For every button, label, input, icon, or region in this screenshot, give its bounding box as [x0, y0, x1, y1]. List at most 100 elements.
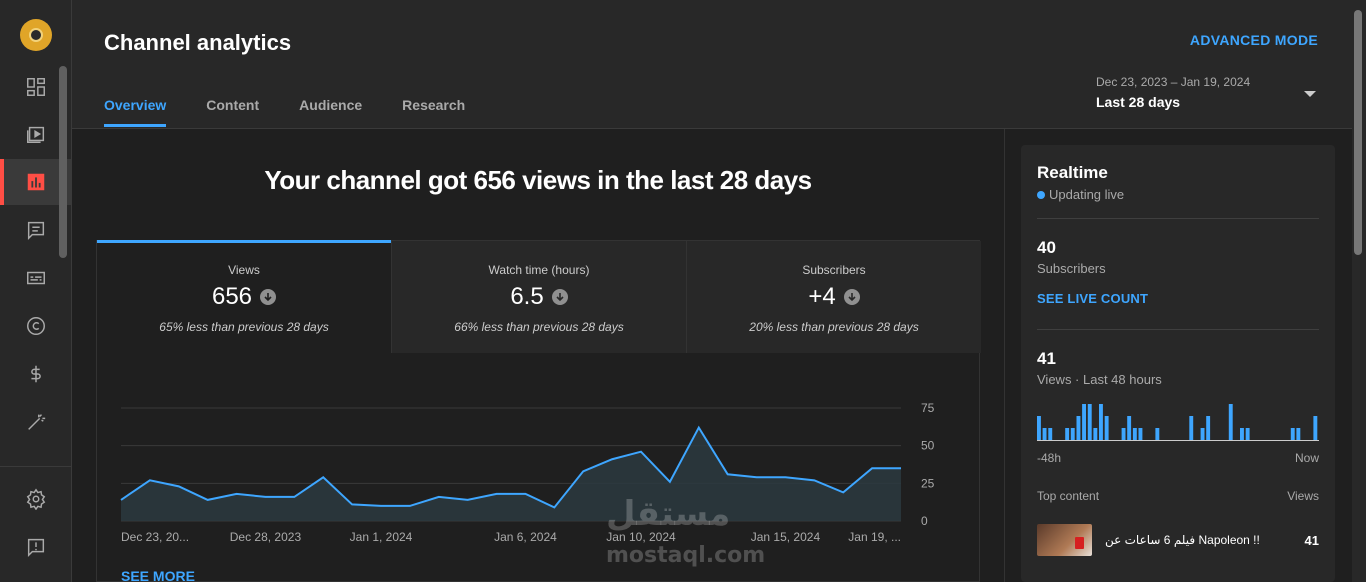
- y-tick-label: 50: [921, 439, 935, 453]
- realtime-bar: [1132, 428, 1137, 440]
- realtime-bar: [1240, 428, 1244, 440]
- y-tick-label: 25: [921, 476, 935, 490]
- realtime-bar: [1290, 428, 1295, 440]
- metric-watch-time[interactable]: Watch time (hours) 6.5 66% less than pre…: [392, 241, 687, 353]
- earn-icon[interactable]: [0, 351, 72, 397]
- realtime-bar: [1065, 428, 1070, 440]
- watermark-logo: مستقل: [606, 494, 731, 534]
- views-column-label: Views: [1287, 489, 1319, 503]
- feedback-icon[interactable]: [0, 524, 72, 570]
- metric-label: Views: [228, 263, 260, 277]
- arrow-down-icon: [551, 289, 568, 305]
- tab-content[interactable]: Content: [206, 97, 260, 113]
- x-tick-label: Dec 28, 2023: [230, 530, 302, 544]
- date-period-label[interactable]: Last 28 days: [1096, 94, 1181, 110]
- views-chart[interactable]: 75 50 25 0 Dec 23, 20... Dec 28, 2023 Jan 1, 2…: [97, 353, 981, 582]
- x-tick-label: Jan 15, 2024: [751, 530, 821, 544]
- tab-audience[interactable]: Audience: [299, 97, 363, 113]
- live-label: Updating live: [1049, 187, 1125, 202]
- realtime-title: Realtime: [1037, 163, 1108, 182]
- sidebar-divider: [0, 466, 72, 467]
- page-title: Channel analytics: [104, 30, 292, 55]
- live-indicator: Updating live: [1037, 187, 1124, 202]
- metric-value: +4: [808, 283, 836, 310]
- realtime-bar: [1048, 428, 1053, 440]
- copyright-icon[interactable]: [0, 303, 72, 349]
- divider: [1037, 218, 1319, 219]
- x-tick-label: Jan 19, ...: [848, 530, 901, 544]
- sidebar-scrollbar[interactable]: [59, 66, 67, 258]
- subscriber-label: Subscribers: [1037, 261, 1106, 276]
- metric-label: Subscribers: [802, 263, 866, 277]
- subscriber-count: 40: [1037, 238, 1056, 257]
- realtime-axis-start: -48h: [1037, 451, 1062, 465]
- advanced-mode-button[interactable]: ADVANCED MODE: [1189, 32, 1318, 48]
- date-range[interactable]: Dec 23, 2023 – Jan 19, 2024: [1096, 75, 1251, 89]
- content-icon[interactable]: [0, 111, 72, 157]
- metric-value-row: 6.5: [392, 283, 686, 311]
- subtitles-icon[interactable]: [0, 255, 72, 301]
- realtime-card: Realtime Updating live 40 Subscribers SE…: [1021, 145, 1335, 582]
- watermark-url: mostaql.com: [606, 543, 766, 568]
- realtime-bar: [1042, 428, 1047, 440]
- metric-subscribers[interactable]: Subscribers +4 20% less than previous 28…: [687, 241, 981, 353]
- metric-label: Watch time (hours): [488, 263, 590, 277]
- metric-views[interactable]: Views 656 65% less than previous 28 days: [97, 240, 392, 353]
- page-scrollbar[interactable]: [1354, 10, 1362, 255]
- realtime-bar: [1138, 428, 1143, 440]
- realtime-bar: [1155, 428, 1160, 440]
- views-period-label: Views · Last 48 hours: [1037, 372, 1162, 387]
- video-thumbnail[interactable]: [1037, 524, 1092, 556]
- realtime-bar: [1228, 404, 1233, 440]
- sidebar: [0, 0, 72, 582]
- y-tick-label: 75: [921, 401, 935, 415]
- realtime-bar: [1082, 404, 1086, 440]
- settings-icon[interactable]: [0, 476, 72, 522]
- arrow-down-icon: [843, 289, 860, 305]
- realtime-axis-end: Now: [1294, 451, 1319, 465]
- channel-avatar[interactable]: [20, 19, 52, 51]
- realtime-bar: [1070, 428, 1075, 440]
- badge-icon: [1075, 537, 1084, 549]
- x-tick-label: Jan 1, 2024: [350, 530, 413, 544]
- realtime-bar-chart[interactable]: [1037, 403, 1319, 441]
- see-more-link[interactable]: SEE MORE: [121, 568, 195, 582]
- realtime-bar: [1206, 416, 1211, 440]
- metric-card: Views 656 65% less than previous 28 days…: [96, 240, 981, 582]
- views-count: 41: [1037, 349, 1056, 368]
- tab-overview[interactable]: Overview: [104, 97, 167, 127]
- realtime-bar: [1104, 416, 1109, 440]
- headline: Your channel got 656 views in the last 2…: [264, 165, 812, 195]
- tab-research[interactable]: Research: [402, 97, 466, 113]
- customization-icon[interactable]: [0, 399, 72, 445]
- caret-down-icon[interactable]: [1304, 91, 1316, 97]
- x-tick-label: Jan 10, 2024: [606, 530, 676, 544]
- dashboard-icon[interactable]: [0, 64, 72, 110]
- metric-value-row: +4: [687, 283, 981, 311]
- top-content-label: Top content: [1037, 489, 1100, 503]
- realtime-bar: [1087, 404, 1092, 440]
- realtime-bar: [1200, 428, 1205, 440]
- arrow-down-icon: [260, 289, 277, 305]
- realtime-bar: [1076, 416, 1081, 440]
- metric-value: 6.5: [510, 283, 544, 310]
- video-title[interactable]: فيلم 6 ساعات عن Napoleon !!: [1105, 533, 1260, 547]
- metric-note: 65% less than previous 28 days: [159, 320, 329, 334]
- see-live-count-link[interactable]: SEE LIVE COUNT: [1037, 291, 1149, 306]
- header-divider: [72, 128, 1352, 129]
- series-line: [120, 425, 901, 509]
- main-panel: Your channel got 656 views in the last 2…: [72, 129, 1004, 582]
- y-tick-label: 0: [921, 514, 928, 528]
- comments-icon[interactable]: [0, 207, 72, 253]
- video-views: 41: [1304, 533, 1319, 548]
- metric-value-row: 656: [97, 283, 391, 311]
- divider: [1037, 329, 1319, 330]
- realtime-bar: [1093, 428, 1098, 440]
- live-dot-icon: [1037, 190, 1045, 199]
- realtime-bar: [1127, 416, 1132, 440]
- metric-tabs: Views 656 65% less than previous 28 days…: [97, 240, 981, 353]
- right-column: Realtime Updating live 40 Subscribers SE…: [1004, 129, 1352, 582]
- realtime-bar: [1245, 428, 1250, 440]
- realtime-bar: [1037, 416, 1041, 440]
